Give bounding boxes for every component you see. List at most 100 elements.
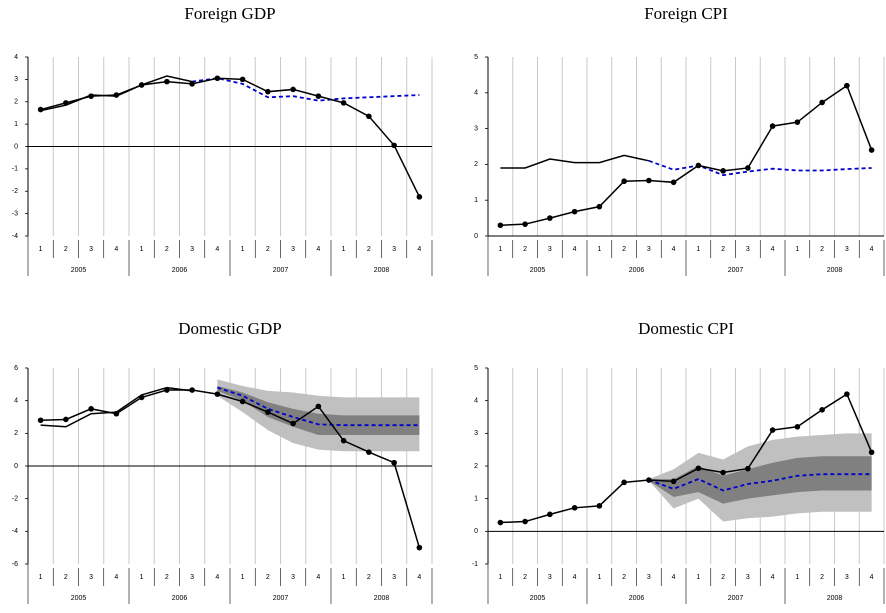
data-point <box>670 179 677 186</box>
x-tick-label: 4 <box>573 246 577 253</box>
x-tick-label: 2 <box>266 574 270 581</box>
x-tick-label: 3 <box>548 574 552 581</box>
data-point <box>416 544 423 551</box>
y-tick-label: -6 <box>12 561 18 568</box>
x-tick-label: 4 <box>215 574 219 581</box>
data-point <box>63 416 69 423</box>
data-point <box>315 403 322 410</box>
data-point <box>290 420 296 427</box>
x-tick-label: 2 <box>820 246 824 253</box>
data-point <box>819 99 825 106</box>
data-point <box>366 449 372 455</box>
series-line <box>500 84 873 227</box>
x-tick-label: 1 <box>342 246 346 253</box>
x-tick-label: 3 <box>291 574 295 581</box>
series-line <box>40 77 421 198</box>
data-point <box>769 427 776 433</box>
y-tick-label: 3 <box>474 125 478 132</box>
data-point <box>214 75 221 82</box>
y-tick-label: -4 <box>12 528 18 535</box>
x-tick-label: 1 <box>39 246 43 253</box>
x-group-label: 2006 <box>172 267 188 274</box>
x-tick-label: 2 <box>622 574 626 581</box>
data-point <box>391 142 397 149</box>
chart-title: Domestic CPI <box>638 319 734 338</box>
x-tick-label: 3 <box>746 574 750 581</box>
x-tick-label: 4 <box>417 246 421 253</box>
data-point <box>265 88 271 95</box>
x-tick-label: 1 <box>140 246 144 253</box>
y-tick-label: 6 <box>14 365 18 372</box>
x-tick-label: 1 <box>498 246 502 253</box>
data-point <box>769 123 776 129</box>
x-tick-label: 1 <box>342 574 346 581</box>
y-tick-label: 4 <box>474 398 478 405</box>
x-tick-label: 1 <box>597 574 601 581</box>
x-group-label: 2008 <box>827 595 843 602</box>
data-point <box>164 78 170 85</box>
data-point <box>695 465 702 472</box>
y-tick-label: 4 <box>474 90 478 97</box>
y-tick-label: -2 <box>12 496 18 503</box>
data-point <box>63 100 69 106</box>
x-group-label: 2006 <box>629 595 645 602</box>
data-point <box>670 478 677 485</box>
data-point <box>88 93 94 99</box>
data-point <box>113 92 120 98</box>
x-tick-label: 3 <box>845 246 849 253</box>
x-tick-label: 1 <box>241 574 245 581</box>
x-tick-label: 4 <box>316 246 320 253</box>
fan-band <box>648 456 872 504</box>
x-tick-label: 1 <box>696 574 700 581</box>
x-group-label: 2008 <box>374 595 390 602</box>
x-tick-label: 3 <box>548 246 552 253</box>
y-tick-label: 0 <box>474 233 478 240</box>
x-group-label: 2006 <box>629 267 645 274</box>
data-point <box>720 168 726 174</box>
x-tick-label: 4 <box>870 246 874 253</box>
x-tick-label: 2 <box>622 246 626 253</box>
x-tick-label: 4 <box>417 574 421 581</box>
data-point <box>646 177 652 184</box>
series-line <box>500 393 873 524</box>
x-tick-label: 2 <box>721 574 725 581</box>
x-tick-label: 2 <box>367 246 371 253</box>
series-line <box>40 386 193 428</box>
y-tick-label: -3 <box>12 210 18 217</box>
x-tick-label: 2 <box>523 574 527 581</box>
y-tick-label: 4 <box>14 54 18 61</box>
data-point <box>239 398 246 405</box>
y-tick-label: 1 <box>474 197 478 204</box>
y-tick-label: 5 <box>474 365 478 372</box>
x-tick-label: 3 <box>89 574 93 581</box>
x-tick-label: 1 <box>241 246 245 253</box>
y-tick-label: 4 <box>14 398 18 405</box>
data-point <box>794 424 801 430</box>
x-tick-label: 2 <box>820 574 824 581</box>
y-tick-label: 5 <box>474 54 478 61</box>
data-point <box>844 82 850 89</box>
y-tick-label: -1 <box>472 561 478 568</box>
x-tick-label: 3 <box>190 574 194 581</box>
x-tick-label: 4 <box>215 246 219 253</box>
data-point <box>596 203 603 210</box>
data-point <box>391 459 397 466</box>
x-tick-label: 3 <box>89 246 93 253</box>
y-tick-label: -4 <box>12 233 18 240</box>
data-point <box>239 76 246 83</box>
data-point <box>621 178 627 185</box>
data-point <box>366 113 372 120</box>
series-line <box>40 389 421 548</box>
x-tick-label: 3 <box>392 246 396 253</box>
x-tick-label: 2 <box>165 246 169 253</box>
x-tick-label: 3 <box>845 574 849 581</box>
chart-title: Domestic GDP <box>178 319 281 338</box>
x-tick-label: 2 <box>165 574 169 581</box>
y-tick-label: 3 <box>14 76 18 83</box>
x-group-label: 2005 <box>530 595 546 602</box>
data-point <box>547 511 553 518</box>
data-point <box>290 86 296 93</box>
data-point <box>745 465 751 472</box>
x-group-label: 2007 <box>273 267 289 274</box>
